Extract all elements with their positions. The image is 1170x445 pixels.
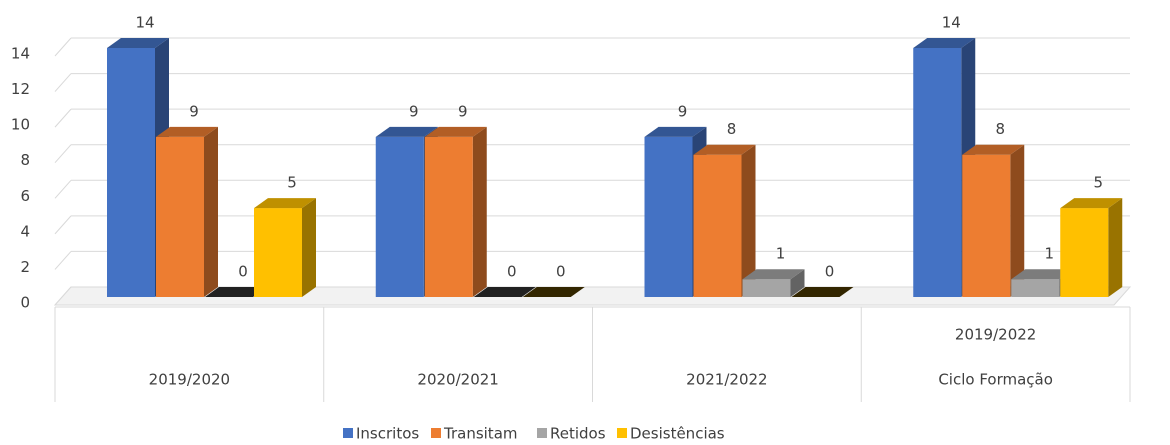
data-label: 9 (458, 102, 468, 120)
bar-top (962, 144, 1025, 155)
bar-top (375, 126, 438, 137)
grid-line-side (54, 215, 72, 235)
bar-top (1011, 269, 1074, 280)
bar-side (204, 126, 218, 297)
y-tick-label: 2 (20, 258, 30, 276)
bar-top (913, 38, 976, 48)
y-tick-label: 8 (20, 151, 30, 169)
data-label: 0 (238, 263, 248, 281)
bar (522, 287, 585, 297)
bar (962, 154, 1011, 297)
bar (156, 136, 204, 297)
y-tick-label: 14 (11, 45, 30, 63)
data-label: 5 (287, 174, 297, 192)
data-label: 9 (409, 102, 419, 120)
bar (1011, 279, 1060, 297)
data-label: 8 (727, 120, 737, 138)
legend-swatch (537, 428, 547, 438)
bar (205, 287, 267, 297)
bar-top (156, 126, 218, 137)
legend-label: Transitam (443, 425, 518, 443)
bar (473, 287, 536, 297)
floor (53, 286, 1132, 306)
bar (742, 279, 791, 297)
bar-top (424, 126, 487, 137)
data-label: 14 (135, 14, 154, 32)
x-tick-label: 2019/2020 (149, 371, 230, 389)
legend-label: Desistências (630, 425, 725, 443)
y-tick-label: 0 (20, 294, 30, 312)
bar-side (1010, 144, 1025, 297)
bar (791, 287, 854, 297)
bar (107, 48, 155, 297)
grid-line-side (54, 108, 72, 128)
grid-line-side (54, 144, 72, 164)
bar (254, 208, 302, 297)
data-label: 8 (995, 120, 1005, 138)
data-label: 1 (1044, 245, 1054, 263)
y-tick-label: 10 (11, 116, 30, 134)
y-tick-label: 4 (20, 222, 30, 240)
data-label: 9 (678, 102, 688, 120)
bar-top (644, 126, 707, 137)
bar-top (254, 198, 316, 209)
bar (424, 136, 473, 297)
grid-line-side (54, 73, 72, 92)
bar (913, 48, 962, 297)
bar-top (742, 269, 805, 280)
x-tick-label: 2019/2022 (955, 326, 1036, 344)
bar-side (790, 269, 805, 297)
grid-line-side (54, 251, 72, 270)
bar (693, 154, 742, 297)
x-tick-label: 2021/2022 (686, 371, 767, 389)
bar (644, 136, 693, 297)
data-label: 5 (1093, 174, 1103, 192)
legend-swatch (343, 428, 353, 438)
bar-side (1108, 198, 1123, 297)
bar-side (741, 144, 756, 297)
bar (1060, 208, 1109, 297)
grid-line-side (54, 179, 72, 199)
legend-swatch (617, 428, 627, 438)
grid-line-side (54, 37, 72, 57)
data-label: 0 (825, 263, 835, 281)
legend-label: Inscritos (356, 425, 419, 443)
y-tick-label: 6 (20, 187, 30, 205)
bar-side (472, 126, 487, 297)
bar-top (107, 38, 169, 48)
data-label: 14 (942, 14, 961, 32)
data-label: 0 (556, 263, 566, 281)
bar-top (1060, 198, 1123, 209)
legend-label: Retidos (550, 425, 606, 443)
bar-side (302, 198, 316, 297)
bar (375, 136, 424, 297)
x-tick-label: Ciclo Formação (938, 371, 1053, 389)
x-tick-label: 2020/2021 (417, 371, 498, 389)
data-label: 0 (507, 263, 517, 281)
bar-top (693, 144, 756, 155)
legend-swatch (431, 428, 441, 438)
data-label: 9 (189, 102, 199, 120)
y-tick-label: 12 (11, 80, 30, 98)
data-label: 1 (776, 245, 786, 263)
